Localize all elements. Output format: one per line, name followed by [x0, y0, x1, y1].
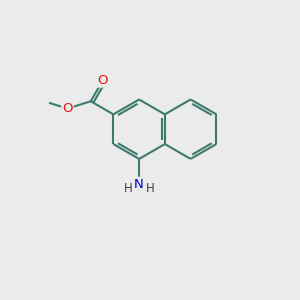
Text: H: H — [146, 182, 155, 195]
Text: N: N — [134, 178, 144, 191]
Text: H: H — [124, 182, 132, 195]
Text: O: O — [62, 102, 73, 115]
Text: O: O — [98, 74, 108, 87]
